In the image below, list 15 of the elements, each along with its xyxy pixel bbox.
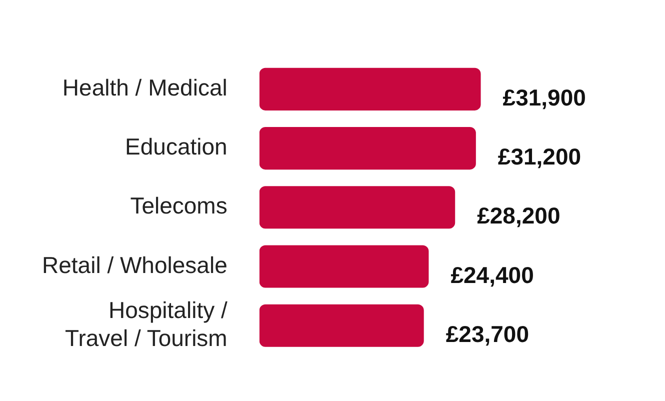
bar: [259, 126, 476, 170]
data-label: £24,400: [450, 262, 534, 288]
data-label: £31,900: [502, 84, 586, 111]
bar: [259, 68, 481, 110]
data-label: £31,200: [498, 144, 582, 170]
data-label: £23,700: [446, 320, 529, 347]
bar: [259, 245, 429, 288]
bar: [259, 304, 424, 347]
y-tick-label: Hospitality / Travel / Tourism: [65, 297, 228, 351]
bar: [259, 186, 456, 229]
y-tick-label: Health / Medical: [62, 74, 228, 101]
data-label: £28,200: [477, 202, 560, 229]
y-tick-label: Telecoms: [130, 192, 228, 219]
y-tick-label: Retail / Wholesale: [42, 252, 228, 278]
y-tick-label: Education: [125, 134, 228, 160]
